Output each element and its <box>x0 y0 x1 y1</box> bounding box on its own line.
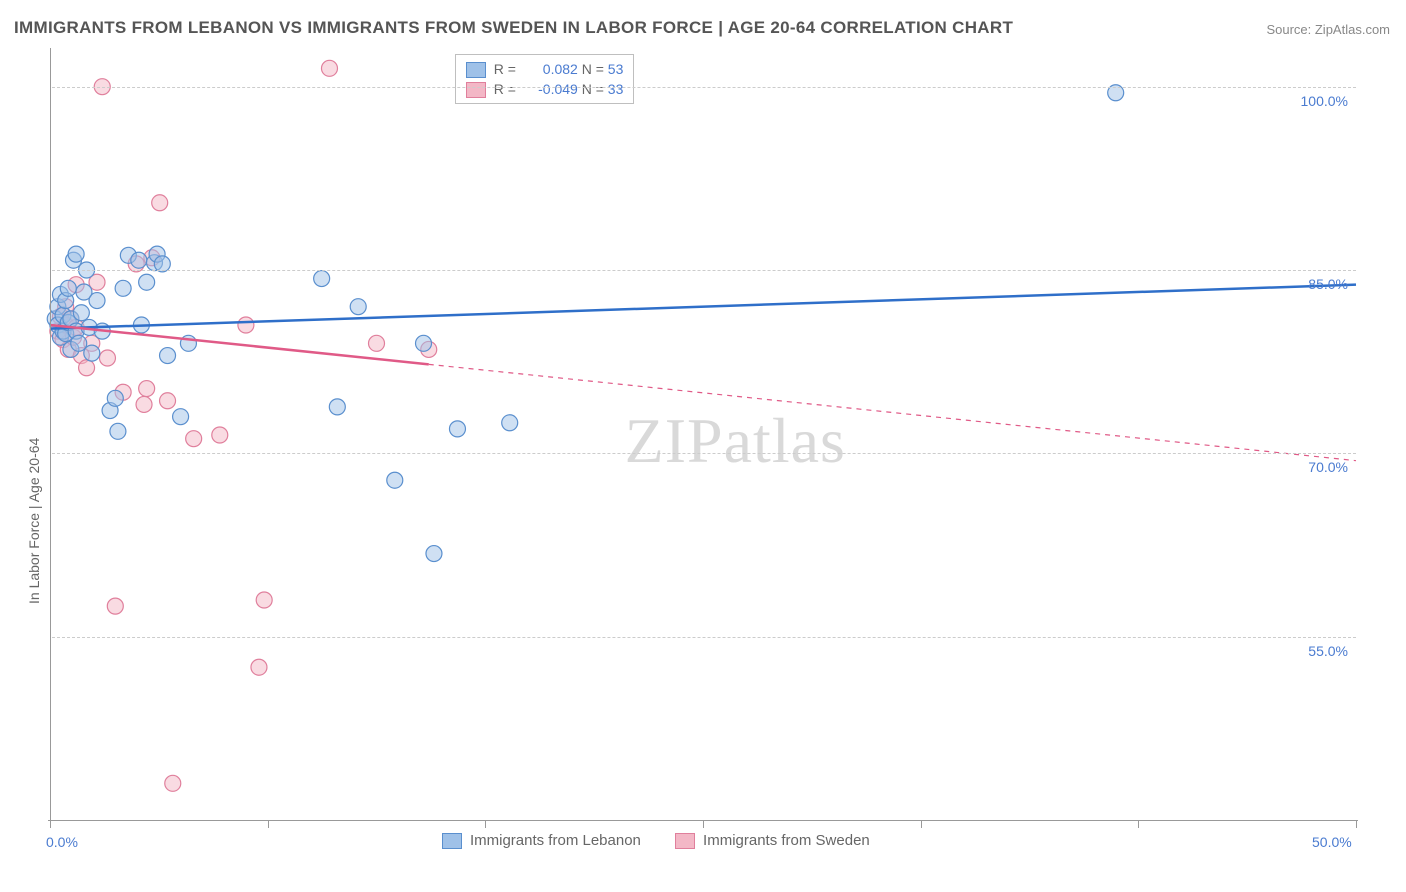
legend-item: Immigrants from Lebanon <box>442 832 641 849</box>
data-point <box>256 592 272 608</box>
data-point <box>79 360 95 376</box>
gridline <box>52 270 1356 271</box>
x-tick <box>703 820 704 828</box>
x-tick <box>1356 820 1357 828</box>
legend-item: Immigrants from Sweden <box>675 832 870 849</box>
legend-r-label: R = <box>490 61 520 77</box>
y-axis <box>50 48 51 822</box>
data-point <box>387 472 403 488</box>
y-tick-label: 70.0% <box>1308 459 1348 475</box>
legend-row: R = 0.082 N = 53 <box>466 59 624 79</box>
data-point <box>160 393 176 409</box>
x-tick <box>50 820 51 828</box>
data-point <box>152 195 168 211</box>
legend-n-value: 33 <box>608 81 624 97</box>
data-point <box>107 598 123 614</box>
data-point <box>238 317 254 333</box>
legend-n-value: 53 <box>608 61 624 77</box>
legend-label: Immigrants from Lebanon <box>466 832 641 849</box>
watermark: ZIPatlas <box>625 404 846 478</box>
data-point <box>139 274 155 290</box>
y-tick-label: 55.0% <box>1308 643 1348 659</box>
data-point <box>416 335 432 351</box>
data-point <box>89 293 105 309</box>
y-tick-label: 85.0% <box>1308 276 1348 292</box>
data-point <box>173 409 189 425</box>
series-legend: Immigrants from Lebanon Immigrants from … <box>442 832 904 849</box>
y-axis-title: In Labor Force | Age 20-64 <box>26 438 42 604</box>
legend-n-label: N = <box>578 61 608 77</box>
x-tick <box>921 820 922 828</box>
data-point <box>84 345 100 361</box>
x-tick <box>485 820 486 828</box>
legend-label: Immigrants from Sweden <box>699 832 870 849</box>
data-point <box>99 350 115 366</box>
legend-swatch <box>675 833 695 849</box>
data-point <box>73 305 89 321</box>
gridline <box>52 637 1356 638</box>
data-point <box>186 431 202 447</box>
data-point <box>321 60 337 76</box>
x-tick-label: 0.0% <box>46 834 78 850</box>
trend-line <box>50 285 1356 329</box>
legend-r-label: R = <box>490 81 520 97</box>
legend-swatch <box>466 82 486 98</box>
correlation-legend: R = 0.082 N = 53 R = -0.049 N = 33 <box>455 54 635 104</box>
data-point <box>314 271 330 287</box>
legend-r-value: -0.049 <box>520 79 578 99</box>
data-point <box>60 280 76 296</box>
data-point <box>426 546 442 562</box>
data-point <box>449 421 465 437</box>
legend-row: R = -0.049 N = 33 <box>466 79 624 99</box>
x-tick-label: 50.0% <box>1312 834 1352 850</box>
y-tick-label: 100.0% <box>1301 93 1348 109</box>
data-point <box>68 246 84 262</box>
data-point <box>110 423 126 439</box>
data-point <box>350 299 366 315</box>
data-point <box>251 659 267 675</box>
source-label: Source: ZipAtlas.com <box>1266 22 1390 37</box>
data-point <box>139 381 155 397</box>
chart-title: IMMIGRANTS FROM LEBANON VS IMMIGRANTS FR… <box>14 18 1013 38</box>
gridline <box>52 453 1356 454</box>
trend-line <box>429 364 1356 460</box>
legend-swatch <box>442 833 462 849</box>
data-point <box>131 252 147 268</box>
legend-n-label: N = <box>578 81 608 97</box>
x-tick <box>268 820 269 828</box>
legend-r-value: 0.082 <box>520 59 578 79</box>
legend-swatch <box>466 62 486 78</box>
data-point <box>502 415 518 431</box>
gridline <box>52 87 1356 88</box>
data-point <box>107 390 123 406</box>
x-tick <box>1138 820 1139 828</box>
data-point <box>329 399 345 415</box>
data-point <box>369 335 385 351</box>
data-point <box>160 348 176 364</box>
data-point <box>136 396 152 412</box>
data-point <box>115 280 131 296</box>
data-point <box>165 775 181 791</box>
data-point <box>212 427 228 443</box>
